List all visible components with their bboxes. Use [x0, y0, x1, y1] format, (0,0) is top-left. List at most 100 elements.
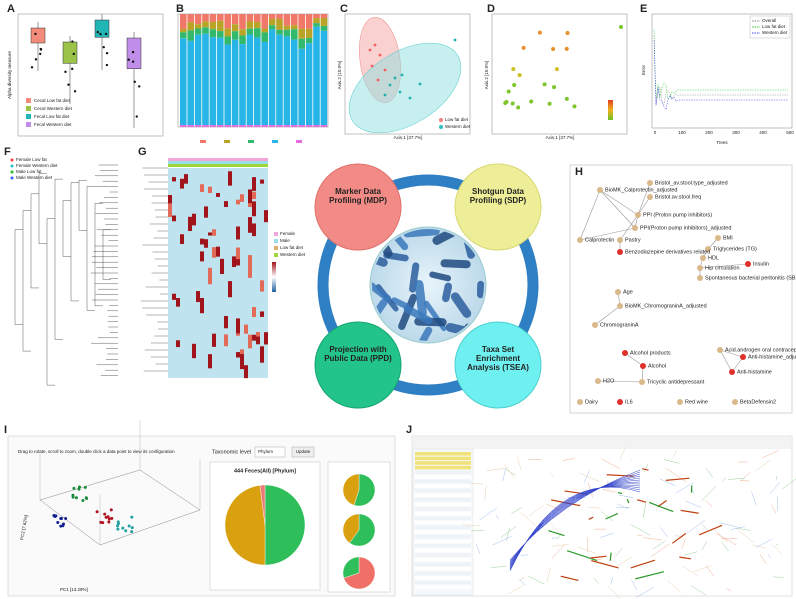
pathway [759, 553, 767, 564]
point [107, 517, 111, 521]
point [53, 514, 57, 518]
legend-label: Cecal Western diet [34, 106, 73, 111]
point [418, 82, 422, 86]
point [127, 58, 130, 61]
pathway [722, 477, 726, 482]
node-label: Alcohol [648, 363, 666, 369]
error-line [653, 34, 788, 106]
point [130, 526, 134, 530]
branch [94, 203, 103, 307]
pathway [721, 541, 729, 552]
point [30, 66, 34, 69]
point [564, 96, 569, 101]
pathway [461, 524, 481, 526]
node [647, 180, 653, 186]
cell [224, 334, 228, 347]
point [103, 512, 107, 516]
axis-box [99, 509, 201, 546]
bar-segment [291, 125, 298, 127]
module-circle[interactable] [454, 321, 542, 409]
cell [252, 223, 256, 237]
edge [599, 189, 636, 229]
legend-swatch [26, 122, 31, 127]
bacterium [476, 280, 484, 299]
pathway-hit [679, 556, 691, 560]
pathway [675, 482, 694, 494]
edge [599, 189, 639, 216]
axis-label: Axis.1 [37.7%] [394, 135, 423, 140]
pathway [755, 539, 772, 548]
edge [579, 189, 601, 241]
toolbar [413, 437, 791, 449]
module: Taxa Set Enrichment Analysis (TSEA) [467, 345, 529, 372]
bar-segment [217, 37, 224, 125]
point [383, 93, 387, 97]
point [127, 524, 131, 528]
pie-title: 444 Feces(All) [Phylum] [234, 468, 296, 474]
node [617, 303, 623, 309]
module-circle[interactable] [314, 163, 402, 251]
bar-segment [276, 18, 283, 30]
panel-frame [569, 164, 793, 414]
table-row [415, 461, 471, 465]
bar-segment [298, 125, 305, 127]
table-row [415, 571, 471, 576]
node [647, 194, 653, 200]
table-row [415, 576, 471, 580]
x-tick-label: 500 [786, 130, 794, 135]
node-label: Calprotectin [585, 237, 614, 243]
bar-segment [194, 14, 202, 25]
point [554, 67, 559, 72]
bar-segment [305, 28, 313, 38]
bar-segment [239, 29, 246, 36]
point [59, 517, 63, 521]
cell [232, 256, 236, 268]
dropdown[interactable] [254, 446, 286, 458]
bacterium [403, 305, 433, 325]
point [67, 83, 70, 86]
pathway [506, 469, 516, 476]
bar-segment [320, 30, 328, 126]
pathway [631, 579, 638, 590]
pathway [616, 548, 623, 556]
module-circle[interactable] [314, 321, 402, 409]
bar-segment [209, 14, 217, 22]
pathway-hit [588, 516, 594, 520]
legend-label: Fecal Low fat diet [34, 114, 70, 119]
bar-segment [202, 14, 209, 22]
cell [252, 201, 256, 217]
pathway [551, 544, 569, 547]
legend-label: Western diet [762, 30, 788, 35]
node-label: Bristol_av.stool.type_adjusted [655, 180, 728, 186]
point [547, 101, 552, 106]
point [521, 45, 526, 50]
pathway [666, 468, 687, 483]
branch [62, 200, 71, 257]
panel-label: G [138, 146, 147, 158]
bar-segment [305, 14, 313, 29]
annotation-bar [168, 161, 268, 164]
bar-segment [187, 40, 194, 126]
legend-label: Female Western diet [16, 163, 58, 168]
pathway [772, 544, 783, 556]
node-label: Anti-histamine_adjusted [748, 354, 796, 360]
cell [244, 365, 248, 379]
module-circle[interactable] [454, 163, 542, 251]
cell [192, 343, 196, 359]
edge [619, 214, 639, 241]
legend-label: Male Low fat [16, 169, 42, 174]
bar-segment [246, 125, 254, 127]
node-label: IL6 [625, 399, 633, 405]
point [74, 496, 78, 500]
box [62, 41, 78, 64]
point [34, 32, 37, 36]
bar-segment [246, 14, 254, 22]
heatmap [168, 168, 268, 378]
button[interactable] [291, 446, 315, 458]
bar-segment [298, 48, 305, 125]
pathway [479, 507, 498, 521]
branch [54, 178, 63, 340]
point [393, 76, 397, 80]
cell [172, 293, 176, 300]
